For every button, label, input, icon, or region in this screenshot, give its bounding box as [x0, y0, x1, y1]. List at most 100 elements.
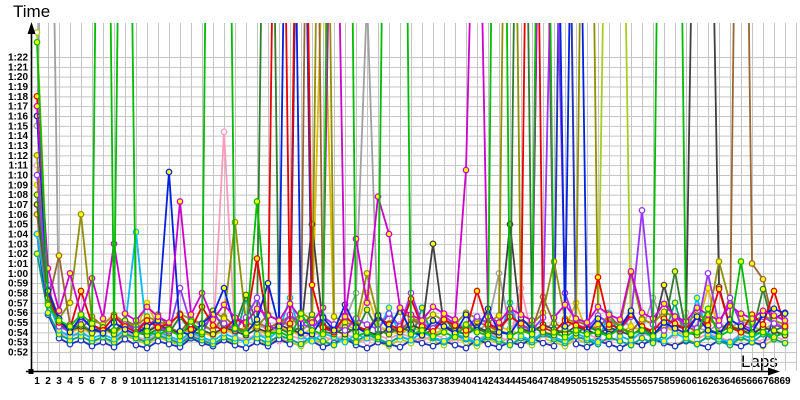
marker-teal — [352, 338, 360, 346]
marker-magenta — [770, 312, 778, 319]
marker-darkgreen — [759, 285, 767, 293]
marker-green — [715, 332, 723, 340]
marker-darkgreen — [770, 327, 778, 334]
marker-green — [55, 317, 63, 324]
marker-blue — [495, 328, 503, 336]
marker-olive — [330, 313, 338, 320]
x-tick-label: 51 — [581, 376, 593, 387]
x-tick-label: 11 — [142, 376, 153, 387]
marker-blue — [297, 328, 305, 336]
marker-blue — [121, 326, 129, 333]
x-tick-label: 34 — [394, 376, 406, 387]
marker-navy — [704, 343, 712, 351]
x-tick-label: 3 — [56, 376, 62, 387]
marker-magenta — [154, 313, 162, 320]
marker-navy — [484, 340, 492, 348]
marker-red — [451, 322, 459, 329]
marker-blue — [462, 311, 470, 318]
marker-brown — [748, 260, 756, 267]
marker-magenta — [594, 303, 602, 311]
x-tick-label: 27 — [317, 376, 329, 387]
marker-cyan — [253, 330, 261, 338]
x-tick-label: 20 — [240, 376, 252, 387]
marker-olive — [715, 258, 723, 265]
marker-darkgreen — [308, 311, 316, 318]
x-tick-label: 31 — [361, 376, 373, 387]
marker-gold — [627, 323, 635, 330]
marker-green — [616, 324, 624, 331]
marker-violet — [341, 327, 349, 334]
marker-red — [253, 255, 261, 262]
y-tick-label: 1:22 — [8, 53, 28, 64]
x-tick-label: 2 — [45, 376, 51, 387]
y-tick-label: 1:00 — [8, 269, 28, 280]
y-tick-label: 0:59 — [8, 279, 28, 290]
x-tick-label: 42 — [482, 376, 494, 387]
marker-green — [143, 327, 151, 335]
marker-green — [418, 327, 426, 334]
marker-teal — [781, 339, 789, 347]
marker-magenta — [583, 319, 591, 326]
marker-cyan — [726, 338, 734, 346]
x-tick-label: 53 — [603, 376, 615, 387]
marker-navy — [154, 337, 162, 345]
marker-brown — [55, 252, 63, 259]
x-tick-label: 6 — [89, 376, 95, 387]
y-axis-arrow-icon — [27, 22, 36, 34]
marker-green — [704, 305, 712, 313]
marker-magenta — [308, 319, 316, 326]
marker-teal — [671, 299, 679, 307]
x-tick-label: 65 — [735, 376, 747, 387]
marker-green — [407, 330, 415, 338]
x-tick-label: 28 — [328, 376, 340, 387]
x-tick-label: 15 — [185, 376, 197, 387]
marker-cyan — [693, 294, 701, 302]
marker-blue — [594, 315, 602, 322]
marker-green — [572, 327, 580, 334]
marker-green — [737, 258, 745, 265]
x-tick-label: 69 — [779, 376, 791, 387]
marker-olive — [429, 311, 437, 318]
marker-green — [484, 331, 492, 339]
x-tick-label: 22 — [262, 376, 274, 387]
marker-cyan — [242, 338, 250, 346]
x-tick-label: 66 — [746, 376, 758, 387]
marker-blue — [660, 319, 668, 326]
y-tick-label: 1:10 — [8, 171, 28, 182]
marker-violet — [704, 269, 712, 277]
marker-cyan — [528, 336, 536, 344]
marker-magenta — [638, 309, 646, 317]
x-tick-label: 38 — [438, 376, 450, 387]
marker-cyan — [407, 336, 415, 344]
marker-green — [198, 328, 206, 336]
x-tick-label: 45 — [515, 376, 527, 387]
x-tick-label: 40 — [460, 376, 472, 387]
marker-darkgreen — [671, 268, 679, 275]
marker-red — [187, 326, 195, 333]
marker-magenta — [396, 304, 404, 312]
marker-cyan — [231, 334, 239, 342]
axis-origin-marker — [28, 369, 34, 374]
marker-brown — [759, 275, 767, 283]
marker-green — [66, 323, 74, 330]
marker-olive — [77, 210, 85, 218]
y-tick-label: 1:15 — [8, 121, 28, 132]
marker-navy — [242, 344, 250, 352]
marker-green — [550, 328, 558, 336]
marker-green — [264, 330, 272, 338]
marker-magenta — [737, 310, 745, 317]
marker-red — [143, 317, 151, 324]
marker-green — [781, 328, 789, 336]
x-tick-label: 55 — [625, 376, 637, 387]
marker-green — [77, 311, 85, 318]
marker-blue — [429, 317, 437, 324]
marker-teal — [506, 341, 514, 349]
marker-cyan — [341, 338, 349, 346]
y-tick-label: 0:52 — [8, 348, 28, 359]
marker-teal — [649, 339, 657, 347]
x-tick-label: 24 — [284, 376, 296, 387]
y-tick-label: 0:53 — [8, 338, 28, 349]
marker-magenta — [363, 299, 371, 307]
marker-magenta — [451, 316, 459, 323]
